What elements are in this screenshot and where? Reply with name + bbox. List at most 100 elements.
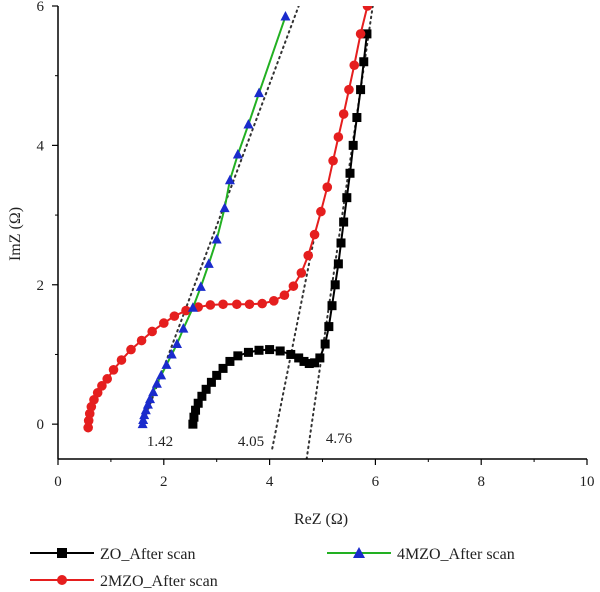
point-zo-29	[345, 168, 355, 178]
point-2mzo-21	[257, 298, 267, 309]
point-4mzo-8	[156, 369, 167, 380]
x-tick-label-4: 8	[477, 474, 485, 490]
point-zo-32	[356, 85, 366, 95]
point-4mzo-3	[140, 404, 151, 415]
point-4mzo-7	[151, 378, 162, 388]
legend: ZO_After scan 2MZO_After scan 4MZO_After…	[30, 546, 515, 590]
point-2mzo-15	[181, 305, 191, 316]
point-4mzo-5	[145, 393, 156, 404]
point-zo-17	[299, 356, 309, 366]
point-2mzo-6	[97, 381, 107, 391]
point-2mzo-8	[108, 364, 119, 375]
point-4mzo-6	[148, 386, 159, 397]
point-zo-23	[327, 301, 337, 311]
point-2mzo-17	[205, 300, 216, 310]
point-2mzo-28	[316, 206, 326, 217]
point-4mzo-18	[224, 174, 235, 185]
point-4mzo-4	[142, 399, 153, 409]
x-tick-label-0: 0	[54, 474, 62, 490]
annotation-rs-4mzo: 1.42	[147, 434, 173, 450]
point-2mzo-26	[303, 250, 314, 261]
point-4mzo-15	[203, 258, 214, 268]
legend-item-2mzo: 2MZO_After scan	[30, 573, 218, 590]
legend-label-2mzo: 2MZO_After scan	[100, 573, 218, 590]
point-zo-11	[243, 347, 253, 357]
point-2mzo-22	[269, 295, 279, 306]
point-4mzo-1	[138, 414, 149, 424]
y-tick-label-0: 0	[37, 417, 45, 433]
point-2mzo-18	[218, 299, 228, 310]
legend-label-4mzo: 4MZO_After scan	[397, 546, 515, 563]
legend-marker-4mzo	[353, 547, 365, 558]
point-2mzo-36	[362, 6, 373, 11]
point-zo-0	[188, 419, 198, 429]
legend-marker-2mzo	[57, 575, 67, 585]
point-zo-33	[359, 57, 369, 67]
point-zo-31	[352, 113, 362, 123]
point-2mzo-31	[333, 132, 344, 142]
point-2mzo-11	[136, 335, 147, 346]
point-2mzo-30	[328, 155, 338, 166]
point-zo-5	[201, 384, 211, 394]
point-zo-8	[218, 363, 228, 373]
y-tick-label-2: 4	[37, 138, 45, 154]
annotation-rct-zo: 4.76	[326, 431, 353, 447]
point-4mzo-2	[139, 409, 150, 420]
point-4mzo-13	[187, 302, 198, 312]
point-zo-9	[225, 356, 235, 366]
point-4mzo-10	[166, 348, 177, 359]
point-zo-3	[193, 398, 203, 408]
point-zo-21	[320, 339, 330, 349]
point-zo-6	[206, 377, 216, 387]
point-4mzo-16	[211, 233, 222, 244]
point-2mzo-29	[322, 182, 333, 192]
point-zo-19	[310, 358, 320, 368]
legend-item-4mzo: 4MZO_After scan	[327, 546, 515, 563]
annotation-rct-2mzo: 4.05	[238, 434, 264, 450]
x-tick-label-1: 2	[160, 474, 168, 490]
point-zo-25	[333, 259, 343, 269]
y-tick-label-1: 2	[37, 278, 45, 294]
point-2mzo-5	[92, 387, 103, 398]
point-2mzo-35	[355, 29, 366, 39]
point-2mzo-13	[159, 318, 169, 328]
point-zo-16	[294, 353, 304, 363]
point-4mzo-20	[243, 118, 254, 129]
point-zo-18	[304, 359, 314, 369]
x-axis-title: ReZ (Ω)	[294, 511, 348, 528]
point-2mzo-25	[296, 268, 307, 278]
point-2mzo-23	[279, 290, 290, 301]
point-2mzo-27	[309, 229, 320, 240]
x-tick-label-2: 4	[266, 474, 274, 490]
point-zo-10	[233, 351, 243, 361]
point-zo-20	[315, 353, 325, 363]
point-zo-34	[362, 29, 372, 39]
legend-item-zo: ZO_After scan	[30, 546, 196, 563]
point-zo-24	[330, 280, 340, 290]
point-zo-15	[286, 349, 296, 359]
point-zo-14	[275, 346, 285, 356]
point-zo-1	[189, 412, 199, 422]
point-2mzo-33	[344, 84, 354, 95]
point-2mzo-32	[338, 109, 349, 119]
point-4mzo-9	[161, 359, 172, 369]
point-2mzo-24	[288, 281, 299, 291]
plot-area	[83, 6, 374, 459]
point-4mzo-22	[280, 10, 291, 21]
series-line-2	[141, 16, 287, 425]
point-2mzo-0	[83, 422, 93, 433]
axes: 0 2 4 6 8 10 0 2 4 6	[37, 0, 595, 490]
point-2mzo-34	[349, 60, 360, 71]
fit-line-1	[271, 234, 316, 450]
point-2mzo-19	[232, 299, 242, 310]
point-2mzo-10	[126, 344, 136, 355]
point-4mzo-12	[178, 323, 189, 333]
point-4mzo-21	[254, 87, 265, 98]
point-zo-13	[265, 345, 275, 355]
point-2mzo-14	[169, 311, 180, 321]
point-zo-7	[212, 370, 222, 380]
point-zo-4	[197, 391, 207, 401]
x-tick-label-3: 6	[372, 474, 380, 490]
x-tick-label-5: 10	[580, 474, 595, 490]
point-4mzo-11	[172, 338, 183, 349]
